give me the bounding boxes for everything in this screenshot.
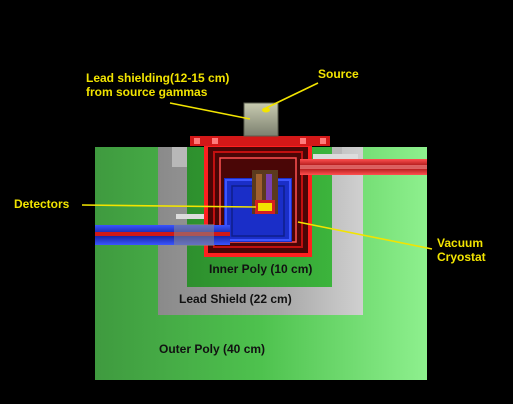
- pipe-right: [300, 159, 427, 175]
- pointer-lead-shielding: [169, 102, 251, 120]
- pointer-detectors: [81, 204, 257, 208]
- label-lead-shielding-line1: Lead shielding(12-15 cm): [86, 71, 230, 85]
- shelf-plate-left: [176, 214, 206, 219]
- detector-tower: [252, 170, 278, 214]
- label-detectors: Detectors: [14, 197, 70, 211]
- top-plate-right: [313, 154, 358, 160]
- pipe-left: [95, 224, 230, 246]
- label-cryostat: Cryostat: [437, 250, 486, 264]
- label-lead-shield: Lead Shield (22 cm): [179, 292, 292, 306]
- label-outer-poly: Outer Poly (40 cm): [159, 342, 266, 356]
- top-red-plate: [190, 136, 330, 146]
- label-inner-poly: Inner Poly (10 cm): [209, 262, 313, 276]
- pointer-lines: [81, 82, 433, 250]
- label-lead-shielding-line2: from source gammas: [86, 85, 208, 99]
- pointer-vacuum-cryostat: [297, 221, 433, 250]
- pointer-source: [265, 82, 319, 109]
- label-source: Source: [318, 67, 359, 81]
- label-vacuum: Vacuum: [437, 236, 484, 250]
